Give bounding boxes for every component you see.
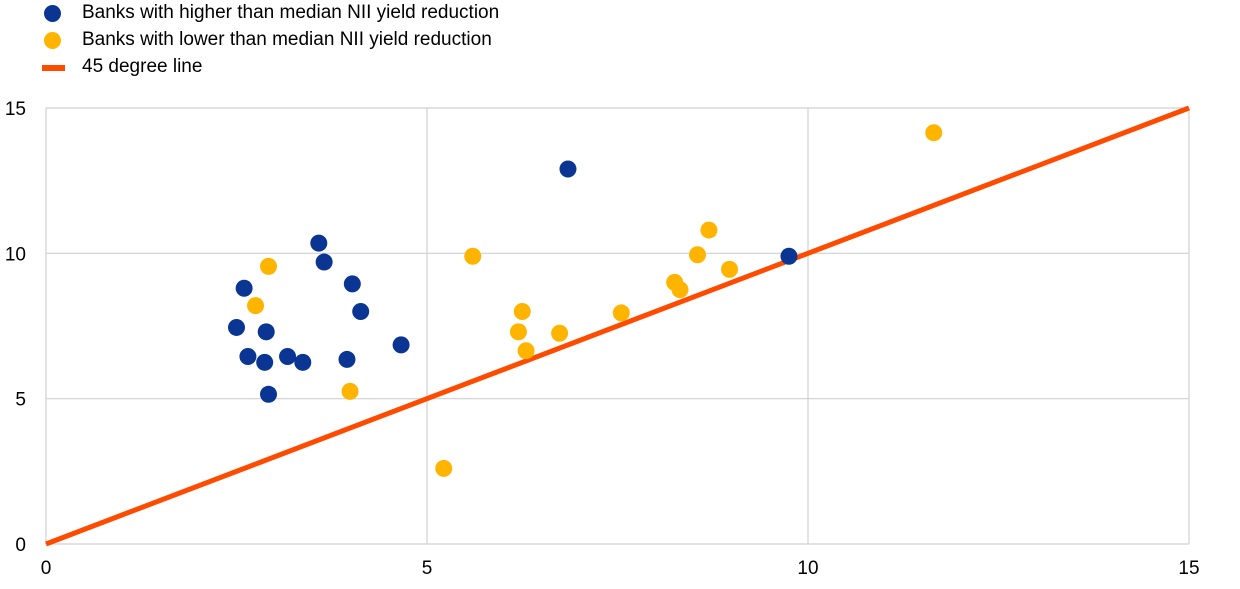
x-tick-label: 0 (41, 558, 52, 579)
x-tick-label: 10 (797, 558, 818, 579)
y-tick-label: 15 (5, 99, 26, 120)
x-axis-ticks: 0 5 10 15 (41, 558, 1200, 579)
legend-label-45-degree-line: 45 degree line (82, 56, 203, 77)
data-point-series-higher[interactable] (559, 160, 577, 178)
y-axis-ticks: 0 5 10 15 (5, 99, 26, 556)
data-point-series-lower[interactable] (517, 342, 535, 360)
data-point-series-higher[interactable] (780, 247, 798, 265)
data-point-series-lower[interactable] (551, 324, 569, 342)
data-points (228, 124, 943, 477)
reference-line-group (45, 105, 1190, 547)
data-point-series-higher[interactable] (256, 353, 274, 371)
data-point-series-lower[interactable] (721, 260, 739, 278)
data-point-series-higher[interactable] (392, 336, 410, 354)
data-point-series-higher[interactable] (239, 348, 257, 366)
data-point-series-higher[interactable] (310, 234, 328, 252)
legend-marker-higher (44, 5, 61, 22)
legend-marker-45-degree-line (42, 65, 65, 71)
data-point-series-lower[interactable] (671, 281, 689, 299)
data-point-series-lower[interactable] (464, 247, 482, 265)
data-point-series-higher[interactable] (352, 302, 370, 320)
data-point-series-lower[interactable] (700, 221, 718, 239)
data-point-series-higher[interactable] (315, 253, 333, 271)
legend-label-lower: Banks with lower than median NII yield r… (82, 29, 492, 50)
data-point-series-lower[interactable] (612, 304, 630, 322)
legend-label-higher: Banks with higher than median NII yield … (82, 2, 500, 23)
data-point-series-lower[interactable] (509, 323, 527, 341)
y-tick-label: 10 (5, 244, 26, 265)
data-point-series-higher[interactable] (338, 350, 356, 368)
y-tick-label: 5 (15, 390, 26, 411)
data-point-series-higher[interactable] (294, 353, 312, 371)
data-point-series-lower[interactable] (925, 124, 943, 142)
y-tick-label: 0 (15, 535, 26, 556)
data-point-series-higher[interactable] (343, 275, 361, 293)
data-point-series-lower[interactable] (435, 459, 453, 477)
data-point-series-lower[interactable] (260, 257, 278, 275)
data-point-series-lower[interactable] (247, 297, 265, 315)
data-point-series-higher[interactable] (260, 385, 278, 403)
grid (45, 107, 1190, 545)
reference-line-45-degree (45, 105, 1190, 547)
data-point-series-lower[interactable] (513, 302, 531, 320)
data-point-series-lower[interactable] (341, 382, 359, 400)
data-point-series-lower[interactable] (689, 246, 707, 264)
data-point-series-higher[interactable] (235, 279, 253, 297)
data-point-series-higher[interactable] (228, 318, 245, 336)
data-point-series-higher[interactable] (279, 348, 297, 366)
data-point-series-higher[interactable] (257, 323, 275, 341)
x-tick-label: 15 (1178, 558, 1199, 579)
legend-marker-lower (44, 32, 61, 49)
x-tick-label: 5 (422, 558, 433, 579)
